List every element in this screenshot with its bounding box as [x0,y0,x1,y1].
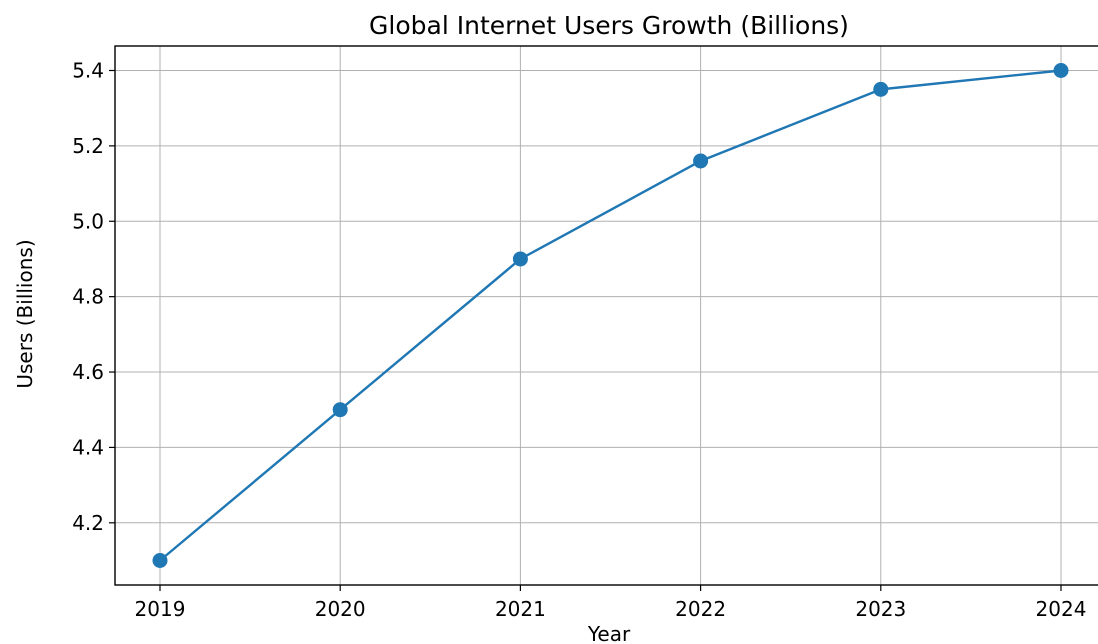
y-tick-label: 4.2 [72,511,104,535]
x-tick-label: 2019 [135,597,186,621]
x-axis-label: Year [587,622,631,644]
y-tick-label: 5.0 [72,209,104,233]
data-point [1053,63,1069,78]
data-point [873,81,889,97]
x-tick-label: 2024 [1036,597,1087,621]
x-tick-label: 2020 [315,597,366,621]
plot-frame [114,45,1098,586]
x-tick-label: 2022 [675,597,726,621]
data-point [693,153,709,169]
y-tick-label: 5.2 [72,134,104,158]
chart-title: Global Internet Users Growth (Billions) [369,11,849,40]
y-tick-label: 4.8 [72,285,104,309]
data-point [152,553,168,568]
axis-ticks: 2019 2020 2021 2022 2023 2024 4.2 4.4 4.6 4.8 5.0 5… [72,59,1086,622]
y-tick-label: 4.4 [72,435,104,459]
data-point [512,251,528,267]
data-point [332,402,348,418]
grid [115,46,1098,585]
y-tick-label: 4.6 [72,360,104,384]
series-line [159,69,1062,562]
series-layer [152,63,1069,568]
x-tick-label: 2021 [495,597,546,621]
y-tick-label: 5.4 [72,59,104,83]
x-tick-label: 2023 [855,597,906,621]
y-axis-label: Users (Billions) [13,239,37,388]
